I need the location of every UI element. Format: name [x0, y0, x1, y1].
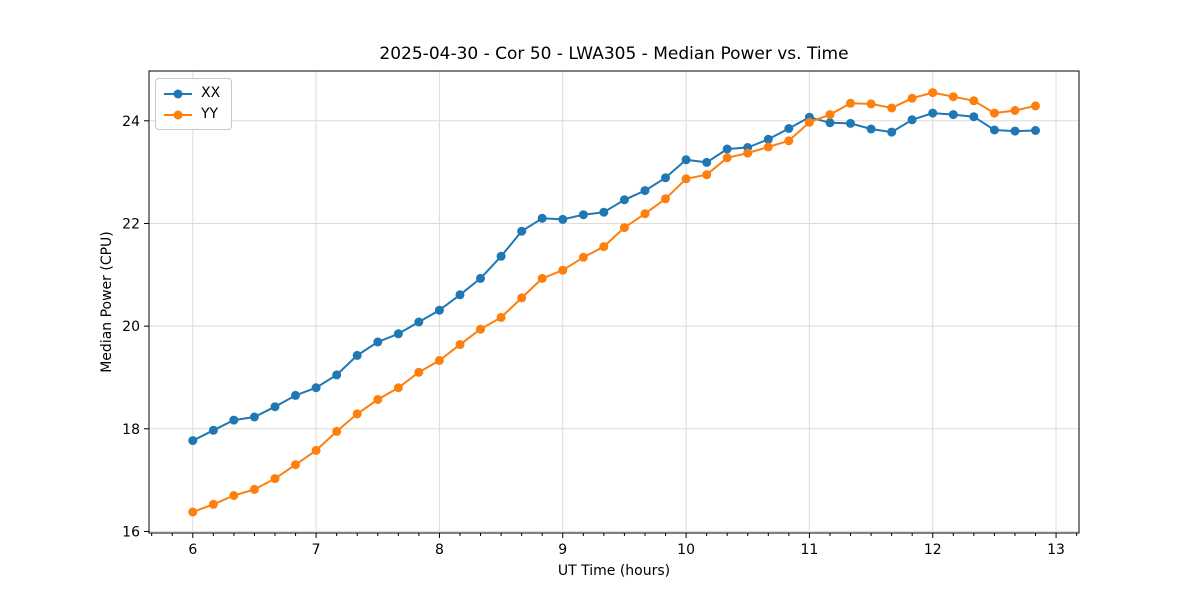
svg-text:8: 8 [435, 542, 444, 558]
svg-text:24: 24 [122, 114, 140, 130]
svg-text:20: 20 [122, 319, 140, 335]
svg-text:11: 11 [800, 542, 818, 558]
svg-text:16: 16 [122, 524, 140, 540]
legend-marker-xx [164, 89, 192, 98]
legend: XX YY [155, 78, 233, 130]
svg-text:10: 10 [677, 542, 695, 558]
svg-text:6: 6 [188, 542, 197, 558]
legend-marker-yy [164, 110, 192, 119]
svg-text:9: 9 [558, 542, 567, 558]
x-axis-label: UT Time (hours) [557, 563, 671, 579]
legend-item-yy: YY [163, 104, 220, 125]
legend-label-xx: XX [201, 85, 221, 101]
legend-item-xx: XX [163, 83, 220, 104]
chart-title: 2025-04-30 - Cor 50 - LWA305 - Median Po… [379, 44, 849, 64]
svg-text:7: 7 [312, 542, 321, 558]
svg-text:22: 22 [122, 216, 140, 232]
legend-label-yy: YY [201, 106, 219, 122]
svg-text:13: 13 [1047, 542, 1065, 558]
svg-text:18: 18 [122, 422, 140, 438]
svg-text:12: 12 [924, 542, 942, 558]
